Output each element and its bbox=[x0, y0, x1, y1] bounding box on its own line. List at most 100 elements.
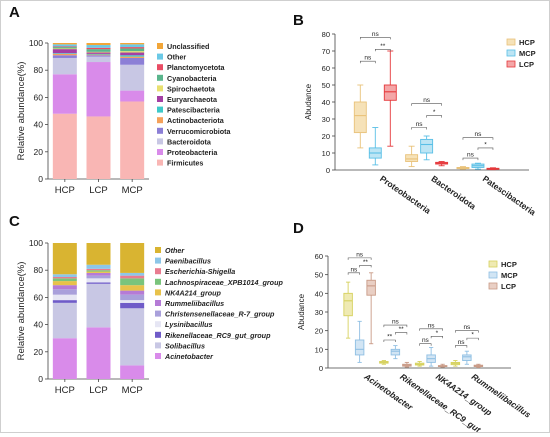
stacked-bar-segment bbox=[52, 277, 77, 279]
stacked-bar-segment bbox=[120, 57, 145, 65]
stacked-bar-segment bbox=[52, 294, 77, 301]
stacked-bar-segment bbox=[120, 308, 145, 366]
significance-bracket bbox=[455, 330, 479, 333]
box bbox=[420, 138, 434, 154]
legend-label: Lysinibacillus bbox=[165, 320, 213, 329]
y-tick-label: 100 bbox=[29, 38, 43, 48]
stacked-bar-segment bbox=[120, 272, 145, 276]
stacked-bar-segment bbox=[120, 64, 145, 91]
significance-label: ** bbox=[387, 334, 393, 341]
significance-label: ns bbox=[350, 266, 358, 273]
y-tick-label: 20 bbox=[322, 132, 330, 141]
legend-swatch bbox=[155, 310, 161, 317]
box bbox=[353, 101, 367, 134]
stacked-bar-segment bbox=[86, 271, 111, 273]
box bbox=[462, 354, 472, 361]
stacked-bar-segment bbox=[52, 57, 77, 75]
stacked-bar-segment bbox=[86, 272, 111, 276]
legend-swatch bbox=[157, 74, 163, 81]
significance-bracket bbox=[359, 37, 391, 40]
stacked-bar-segment bbox=[120, 285, 145, 291]
y-tick-label: 10 bbox=[322, 149, 330, 158]
panel-d: D0102030405060AbudanceAcinetobacterRiken… bbox=[293, 220, 533, 437]
stacked-bar-segment bbox=[120, 278, 145, 286]
legend-label: Escherichia-Shigella bbox=[165, 267, 235, 276]
y-tick-label: 40 bbox=[322, 98, 330, 107]
stacked-bar-segment bbox=[52, 278, 77, 282]
significance-bracket bbox=[383, 339, 396, 342]
stacked-bar-segment bbox=[52, 281, 77, 286]
legend-swatch bbox=[488, 282, 498, 290]
stacked-bar-segment bbox=[120, 275, 145, 279]
y-tick-label: 70 bbox=[322, 47, 330, 56]
significance-bracket bbox=[359, 60, 376, 64]
y-tick-label: 0 bbox=[38, 374, 43, 384]
significance-label: ns bbox=[423, 97, 431, 104]
stacked-bar-segment bbox=[52, 48, 77, 50]
legend-label: Patescibacteria bbox=[167, 106, 221, 115]
legend-swatch bbox=[155, 289, 161, 296]
stacked-bar-segment bbox=[86, 278, 111, 283]
stacked-bar-segment bbox=[52, 113, 77, 179]
significance-bracket bbox=[462, 157, 479, 161]
x-tick-label: HCP bbox=[55, 185, 75, 196]
significance-label: ** bbox=[399, 326, 405, 333]
significance-label: ** bbox=[380, 43, 386, 50]
legend-swatch bbox=[155, 268, 161, 275]
x-tick-label: Rummeliibacillus bbox=[470, 371, 533, 419]
stacked-bar-segment bbox=[86, 275, 111, 279]
legend-swatch bbox=[157, 53, 163, 60]
legend-swatch bbox=[157, 138, 163, 145]
y-axis-label: Relative abundance(%) bbox=[16, 62, 27, 161]
y-tick-label: 50 bbox=[322, 81, 330, 90]
significance-label: * bbox=[433, 109, 436, 116]
significance-label: ns bbox=[392, 319, 400, 326]
y-tick-label: 20 bbox=[34, 347, 44, 357]
legend-label: Paenibacillus bbox=[165, 257, 211, 266]
x-tick-label: MCP bbox=[122, 185, 143, 196]
legend-label: Spirochaetota bbox=[167, 84, 216, 93]
panel-letter-c: C bbox=[9, 213, 20, 230]
legend-label: Cyanobacteria bbox=[167, 74, 218, 83]
significance-bracket bbox=[383, 324, 408, 328]
stacked-bar-segment bbox=[120, 302, 145, 309]
legend-swatch bbox=[155, 321, 161, 328]
y-tick-label: 0 bbox=[326, 166, 330, 175]
panel-letter-a: A bbox=[9, 4, 20, 21]
legend-swatch bbox=[488, 271, 498, 279]
significance-bracket bbox=[426, 115, 442, 118]
significance-bracket bbox=[477, 147, 494, 150]
y-tick-label: 80 bbox=[34, 65, 44, 75]
y-tick-label: 60 bbox=[322, 64, 330, 73]
panel-b: B 0 10 20 30 40 50 60 70 80 Abudance Proteobacteria… bbox=[293, 12, 538, 218]
significance-bracket bbox=[347, 257, 372, 260]
stacked-bar-segment bbox=[52, 47, 77, 49]
significance-label: ns bbox=[428, 322, 436, 329]
y-tick-label: 0 bbox=[319, 364, 323, 373]
stacked-bar-segment bbox=[86, 51, 111, 53]
legend-swatch bbox=[155, 342, 161, 349]
legend-swatch bbox=[157, 127, 163, 134]
legend-swatch bbox=[506, 38, 516, 46]
stacked-bar-segment bbox=[52, 300, 77, 303]
legend-label: MCP bbox=[519, 49, 536, 58]
legend-label: MCP bbox=[501, 271, 518, 280]
box bbox=[354, 339, 365, 356]
stacked-bar-segment bbox=[52, 46, 77, 48]
significance-label: ns bbox=[463, 324, 471, 331]
legend-label: NK4A214_group bbox=[165, 288, 222, 297]
significance-bracket bbox=[455, 345, 468, 348]
y-tick-label: 30 bbox=[315, 308, 323, 317]
panel-letter-b: B bbox=[293, 12, 304, 29]
y-tick-label: 10 bbox=[315, 345, 323, 354]
legend-swatch bbox=[506, 60, 516, 68]
stacked-bar-segment bbox=[86, 55, 111, 57]
stacked-bar-segment bbox=[52, 43, 77, 45]
legend-label: Other bbox=[165, 246, 185, 255]
stacked-bar-segment bbox=[120, 52, 145, 56]
stacked-bar-segment bbox=[120, 56, 145, 58]
legend-label: Planctomycetota bbox=[167, 63, 226, 72]
stacked-bar-segment bbox=[52, 74, 77, 114]
